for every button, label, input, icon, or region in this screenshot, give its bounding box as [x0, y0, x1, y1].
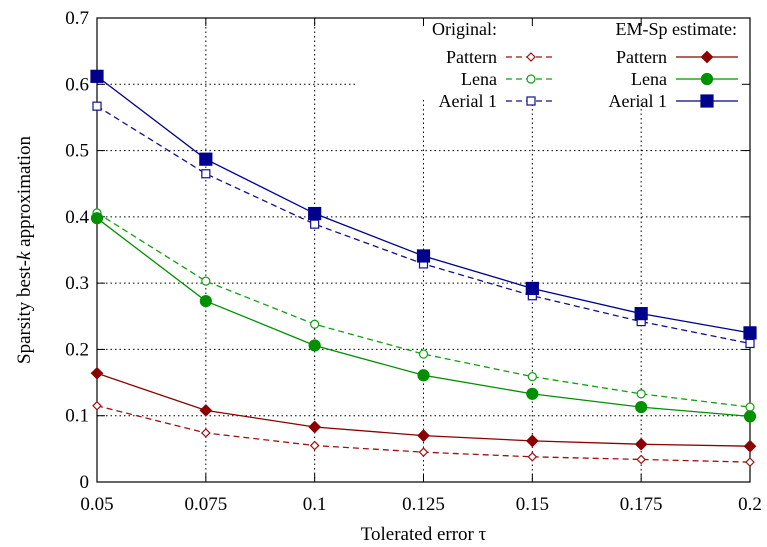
data-point-marker [700, 72, 714, 86]
data-point-marker [90, 69, 104, 83]
data-point-marker [90, 212, 104, 225]
x-tick-label: 0.05 [80, 494, 113, 515]
y-axis-label-part: approximation [14, 136, 35, 252]
x-axis-label: Tolerated error τ [361, 524, 487, 545]
data-point-marker [199, 294, 212, 308]
data-point-marker [525, 281, 539, 296]
data-point-marker [527, 372, 537, 382]
legend-entry-label: Pattern [446, 47, 497, 67]
y-axis-label-variable: k [14, 251, 35, 260]
data-point-marker [200, 428, 211, 438]
x-tick-label: 0.15 [516, 494, 549, 515]
data-point-marker [92, 101, 102, 111]
data-point-marker [636, 454, 647, 465]
data-point-marker [745, 457, 755, 467]
data-point-marker [743, 326, 757, 340]
data-point-marker [700, 50, 714, 64]
legend: Original: EM-Sp estimate:PatternLenaAeria… [432, 19, 738, 111]
data-point-marker [308, 339, 321, 352]
legend-entry-label: Lena [631, 69, 667, 89]
data-point-marker [526, 52, 536, 62]
series-lena-estimate [90, 212, 757, 423]
data-point-marker [417, 369, 430, 382]
data-series [90, 69, 757, 467]
y-tick-label: 0.1 [65, 406, 89, 427]
data-point-marker [743, 410, 757, 423]
data-point-marker [635, 400, 648, 414]
data-point-marker [199, 404, 213, 417]
legend-group-header: EM-Sp estimate: [616, 19, 737, 39]
series-lena-original [92, 208, 755, 412]
data-point-marker [700, 94, 714, 108]
data-point-marker [745, 402, 755, 412]
data-point-marker [526, 74, 536, 84]
data-point-marker [308, 420, 322, 434]
data-point-marker [92, 400, 102, 411]
y-tick-label: 0.6 [65, 74, 89, 95]
y-axis-label: Sparsity best-k approximation [14, 136, 35, 364]
x-tick-label: 0.075 [184, 494, 227, 515]
axis-ticks: 0 0.1 0.2 0.3 0.4 0.5 0.6 0.7 0.05 0.075 0.1 0.125 0… [65, 8, 762, 515]
data-point-marker [526, 387, 539, 400]
data-point-marker [310, 219, 320, 229]
data-point-marker [90, 366, 104, 380]
data-point-marker [745, 338, 755, 349]
data-point-marker [418, 447, 429, 458]
data-point-marker [416, 249, 431, 263]
x-tick-label: 0.1 [303, 494, 327, 515]
y-tick-label: 0.7 [65, 8, 89, 29]
y-tick-label: 0.3 [65, 273, 89, 294]
data-point-marker [417, 429, 430, 442]
legend-entry-label: Aerial 1 [609, 91, 667, 111]
legend-entry-label: Lena [461, 69, 497, 89]
data-point-marker [199, 152, 213, 166]
y-tick-label: 0.2 [65, 339, 89, 360]
data-point-marker [525, 434, 539, 448]
y-tick-label: 0.5 [65, 141, 89, 162]
legend-group-header: Original: [432, 19, 497, 39]
data-point-marker [526, 96, 536, 106]
y-tick-label: 0.4 [65, 207, 89, 228]
series-pattern-original [92, 400, 755, 467]
data-point-marker [201, 169, 211, 179]
data-point-marker [634, 307, 648, 321]
data-point-marker [201, 276, 211, 286]
series-aerial-1-estimate [90, 69, 757, 340]
data-point-marker [634, 437, 648, 451]
data-point-marker [527, 451, 538, 462]
x-tick-label: 0.125 [402, 494, 445, 515]
legend-entry-label: Pattern [616, 47, 667, 67]
y-tick-label: 0 [80, 472, 90, 493]
y-axis-label-part: Sparsity best- [14, 260, 35, 364]
data-point-marker [309, 440, 320, 451]
series-aerial-1-original [92, 101, 755, 349]
data-point-marker [418, 349, 429, 359]
data-point-marker [743, 439, 757, 453]
data-point-marker [310, 319, 320, 329]
x-tick-label: 0.175 [620, 494, 663, 515]
data-point-marker [636, 389, 646, 399]
series-pattern-estimate [90, 366, 757, 453]
legend-entry-label: Aerial 1 [439, 91, 497, 111]
data-point-marker [308, 206, 322, 221]
x-tick-label: 0.2 [738, 494, 762, 515]
